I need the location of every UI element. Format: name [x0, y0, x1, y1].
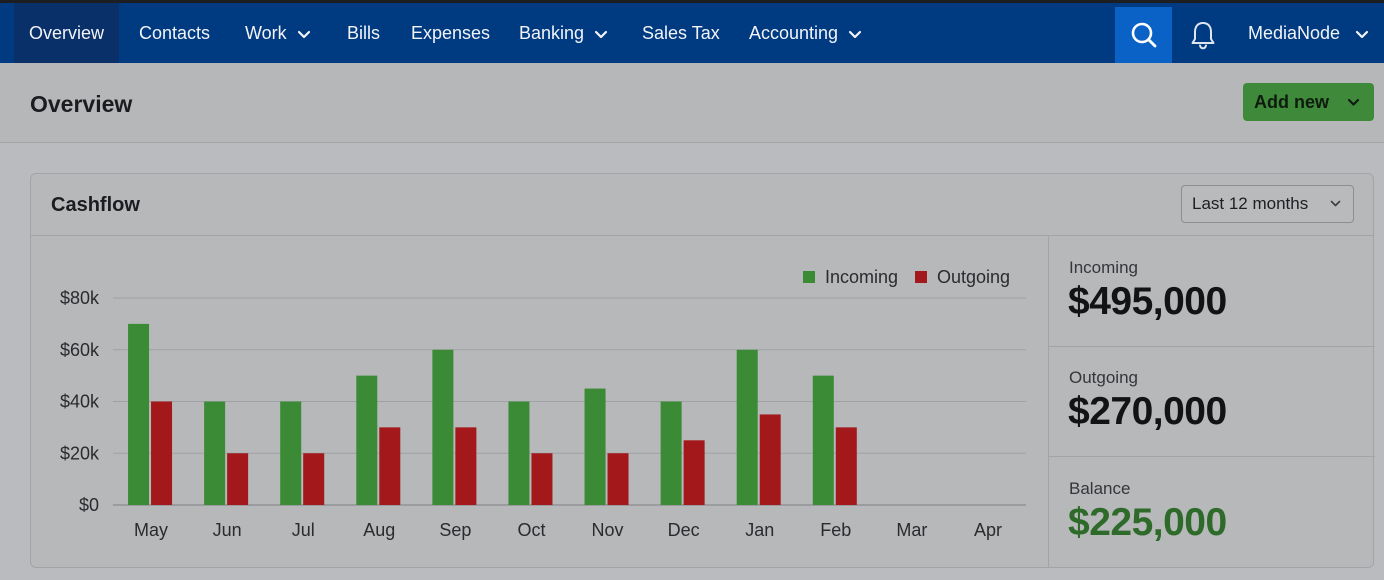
legend-label-outgoing: Outgoing — [937, 267, 1010, 287]
period-select[interactable]: Last 12 months — [1181, 185, 1354, 223]
cashflow-card-header: Cashflow Last 12 months — [31, 174, 1373, 236]
chevron-down-icon — [594, 30, 608, 38]
nav-item-sales-tax[interactable]: Sales Tax — [627, 3, 735, 63]
nav-item-label: Expenses — [411, 23, 491, 43]
x-tick-label: Nov — [592, 520, 624, 540]
chevron-down-icon — [848, 30, 862, 38]
nav-item-label: Work — [245, 23, 287, 43]
bar-incoming-jul — [280, 401, 302, 505]
nav-item-expenses[interactable]: Expenses — [396, 3, 505, 63]
y-tick-label: $60k — [60, 340, 100, 360]
chevron-down-icon — [1330, 200, 1341, 207]
add-new-button[interactable]: Add new — [1243, 83, 1374, 121]
bar-outgoing-may — [151, 401, 173, 505]
bar-outgoing-jul — [303, 453, 325, 505]
y-tick-label: $0 — [79, 495, 99, 515]
y-tick-label: $20k — [60, 443, 100, 463]
nav-item-label: Bills — [347, 23, 381, 43]
legend-swatch-incoming — [803, 271, 815, 283]
x-tick-label: Aug — [363, 520, 395, 540]
x-tick-label: Oct — [517, 520, 545, 540]
nav-item-work[interactable]: Work — [230, 3, 326, 63]
bar-outgoing-oct — [531, 453, 553, 505]
x-tick-label: Sep — [439, 520, 471, 540]
incoming-label: Incoming — [1069, 258, 1138, 277]
bar-incoming-feb — [812, 375, 834, 505]
chevron-down-icon — [1347, 98, 1360, 106]
x-tick-label: Jun — [213, 520, 242, 540]
incoming-value: $495,000 — [1068, 280, 1227, 323]
bar-incoming-jun — [204, 401, 226, 505]
cashflow-chart: $0 $20k $40k $60k $80k May Jun Jul Aug Sep Oct Nov D… — [31, 236, 1048, 568]
x-tick-label: May — [134, 520, 168, 540]
top-nav: Overview Contacts Work Bills Expenses Banking… — [0, 0, 1384, 63]
cashflow-title: Cashflow — [51, 194, 140, 216]
account-menu[interactable]: MediaNode — [1236, 3, 1381, 63]
y-tick-label: $80k — [60, 288, 100, 308]
nav-item-label: Contacts — [139, 23, 211, 43]
y-tick-label: $40k — [60, 392, 100, 412]
outgoing-value: $270,000 — [1068, 390, 1227, 433]
x-tick-label: Apr — [974, 520, 1002, 540]
cashflow-bar-chart: $0 $20k $40k $60k $80k May Jun Jul Aug Sep Oct Nov D… — [60, 267, 1026, 540]
search-icon — [1131, 22, 1156, 48]
bar-incoming-jan — [736, 349, 758, 505]
nav-item-contacts[interactable]: Contacts — [124, 3, 225, 63]
outgoing-label: Outgoing — [1069, 368, 1138, 387]
x-tick-label: Dec — [668, 520, 700, 540]
page-title: Overview — [30, 91, 133, 117]
notifications-button[interactable] — [1180, 7, 1226, 63]
nav-item-bills[interactable]: Bills — [332, 3, 395, 63]
bar-outgoing-jun — [227, 453, 249, 505]
legend-label-incoming: Incoming — [825, 267, 898, 287]
chevron-down-icon — [297, 30, 310, 38]
x-tick-label: Jul — [292, 520, 315, 540]
page-header: Overview Add new — [0, 63, 1384, 143]
cashflow-summary: Incoming $495,000 Outgoing $270,000 Bala… — [1048, 236, 1375, 568]
balance-summary: Balance $225,000 — [1049, 457, 1375, 568]
bar-outgoing-sep — [455, 427, 477, 505]
add-new-label: Add new — [1254, 92, 1329, 112]
bar-incoming-dec — [660, 401, 682, 505]
x-tick-label: Mar — [896, 520, 927, 540]
period-select-value: Last 12 months — [1192, 194, 1309, 213]
nav-item-accounting[interactable]: Accounting — [734, 3, 877, 63]
bar-incoming-nov — [584, 388, 606, 505]
nav-item-banking[interactable]: Banking — [504, 3, 623, 63]
account-name: MediaNode — [1248, 23, 1341, 43]
balance-value: $225,000 — [1068, 501, 1227, 544]
legend-swatch-outgoing — [915, 271, 927, 283]
outgoing-summary: Outgoing $270,000 — [1049, 346, 1375, 457]
bar-incoming-sep — [432, 349, 454, 505]
bar-outgoing-dec — [683, 440, 705, 505]
search-button[interactable] — [1115, 7, 1172, 63]
x-tick-label: Jan — [745, 520, 774, 540]
bar-outgoing-nov — [607, 453, 629, 505]
bar-outgoing-feb — [835, 427, 857, 505]
nav-item-label: Accounting — [749, 23, 839, 43]
cashflow-card: Cashflow Last 12 months $0 $20k $40k $60k $8… — [30, 173, 1375, 568]
incoming-summary: Incoming $495,000 — [1049, 236, 1375, 347]
nav-item-label: Sales Tax — [642, 23, 720, 43]
balance-label: Balance — [1069, 479, 1131, 498]
bar-incoming-oct — [508, 401, 530, 505]
x-tick-label: Feb — [820, 520, 851, 540]
nav-item-overview[interactable]: Overview — [14, 3, 120, 63]
bar-outgoing-jan — [759, 414, 781, 505]
bar-incoming-aug — [356, 375, 378, 505]
bell-icon — [1191, 22, 1215, 50]
nav-item-label: Overview — [29, 23, 105, 43]
chevron-down-icon — [1355, 30, 1369, 38]
nav-item-label: Banking — [519, 23, 585, 43]
bar-outgoing-aug — [379, 427, 401, 505]
bar-incoming-may — [128, 323, 150, 505]
